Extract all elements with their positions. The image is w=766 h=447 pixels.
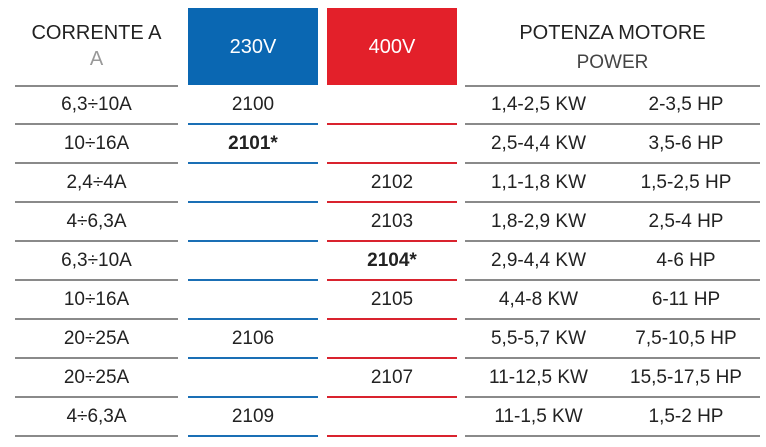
row-line (465, 240, 760, 242)
row-line (188, 435, 318, 437)
row-line (188, 201, 318, 203)
header-current: CORRENTE A (31, 22, 162, 44)
row-line (465, 435, 760, 437)
cell: 2107 (370, 367, 414, 388)
cell: 1,1-1,8 KW (490, 172, 587, 193)
header-power: POTENZA MOTORE (519, 22, 706, 44)
cell: 2-3,5 HP (648, 94, 724, 115)
row-line (15, 123, 178, 125)
row-line (465, 123, 760, 125)
cell: 20÷25A (63, 328, 130, 349)
row-line (15, 240, 178, 242)
row-line (15, 357, 178, 359)
cell: 11-12,5 KW (489, 367, 588, 388)
row-line (188, 279, 318, 281)
row-line (465, 318, 760, 320)
row-line (327, 240, 457, 242)
header-400: 400V (368, 36, 416, 58)
header-current-sub: A (89, 48, 104, 70)
cell: 3,5-6 HP (648, 133, 724, 154)
cell: 2,5-4,4 KW (490, 133, 587, 154)
header-230-bg (188, 8, 318, 85)
row-line (188, 162, 318, 164)
cell: 4-6 HP (656, 250, 716, 271)
cell: 11-1,5 KW (494, 406, 583, 427)
row-line (327, 162, 457, 164)
header-400-bg (327, 8, 457, 85)
cell: 2103 (370, 211, 414, 232)
cell: 4÷6,3A (66, 406, 127, 427)
row-line (327, 357, 457, 359)
row-line (15, 279, 178, 281)
header-230: 230V (229, 36, 277, 58)
cell: 2,9-4,4 KW (490, 250, 587, 271)
cell: 7,5-10,5 HP (635, 328, 737, 349)
row-line (465, 357, 760, 359)
row-line (15, 435, 178, 437)
row-line (465, 85, 760, 87)
cell: 2100 (231, 94, 275, 115)
row-line (327, 201, 457, 203)
row-line (15, 201, 178, 203)
row-line (188, 357, 318, 359)
header-power-sub: POWER (576, 52, 649, 73)
row-line (327, 396, 457, 398)
row-line (188, 123, 318, 125)
row-line (188, 396, 318, 398)
row-line (465, 279, 760, 281)
cell: 2105 (370, 289, 414, 310)
cell: 2104* (367, 250, 417, 271)
cell: 10÷16A (63, 133, 130, 154)
row-line (327, 435, 457, 437)
row-line (15, 318, 178, 320)
row-line (15, 396, 178, 398)
cell: 6,3÷10A (61, 250, 132, 271)
cell: 20÷25A (63, 367, 130, 388)
cell: 1,5-2,5 HP (640, 172, 732, 193)
cell: 6,3÷10A (61, 94, 132, 115)
row-line (15, 85, 178, 87)
cell: 2101* (228, 133, 278, 154)
cell: 15,5-17,5 HP (630, 367, 742, 388)
row-line (327, 123, 457, 125)
cell: 2,5-4 HP (648, 211, 724, 232)
row-line (327, 318, 457, 320)
row-line (465, 201, 760, 203)
cell: 1,5-2 HP (648, 406, 724, 427)
row-line (188, 318, 318, 320)
cell: 1,8-2,9 KW (490, 211, 587, 232)
cell: 2102 (370, 172, 414, 193)
row-line (465, 396, 760, 398)
cell: 1,4-2,5 KW (490, 94, 587, 115)
cell: 5,5-5,7 KW (490, 328, 587, 349)
cell: 2106 (231, 328, 275, 349)
row-line (465, 162, 760, 164)
cell: 10÷16A (63, 289, 130, 310)
cell: 2,4÷4A (66, 172, 127, 193)
row-line (188, 240, 318, 242)
cell: 4÷6,3A (66, 211, 127, 232)
cell: 6-11 HP (651, 289, 721, 310)
cell: 2109 (231, 406, 275, 427)
row-line (327, 279, 457, 281)
row-line (15, 162, 178, 164)
cell: 4,4-8 KW (498, 289, 579, 310)
